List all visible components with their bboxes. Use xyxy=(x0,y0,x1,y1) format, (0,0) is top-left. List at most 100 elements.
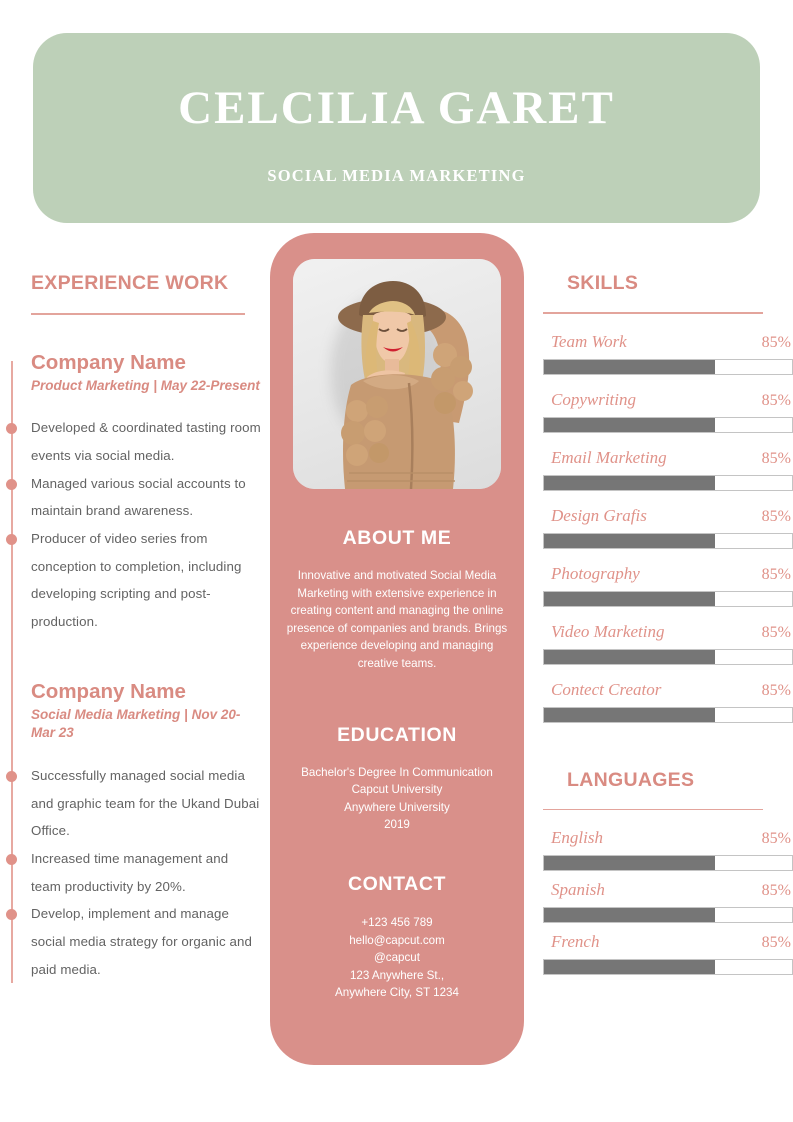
languages-divider xyxy=(543,808,763,810)
skill-meter: Contect Creator 85% xyxy=(543,680,793,723)
skills-section: SKILLS Team Work 85% Copywriting 85% Email M… xyxy=(543,272,793,723)
bullet-dot-icon xyxy=(6,478,17,490)
education-text: Bachelor's Degree In Communication Capcu… xyxy=(301,766,493,832)
meter-name: Spanish xyxy=(551,880,605,899)
bullet-dot-icon xyxy=(6,423,17,435)
languages-list: English 85% Spanish 85% French 85% xyxy=(543,828,793,975)
skill-meter: Design Grafis 85% xyxy=(543,506,793,549)
meter-fill xyxy=(544,707,716,722)
portrait-photo xyxy=(293,259,501,489)
list-item: Successfully managed social media and gr… xyxy=(6,762,262,845)
meter-label-row: Video Marketing 85% xyxy=(543,622,793,642)
bullet-dot-icon xyxy=(6,533,17,545)
meter-fill xyxy=(544,908,716,922)
list-item: Developed & coordinated tasting room eve… xyxy=(6,414,262,469)
meter-name: Email Marketing xyxy=(551,447,667,467)
about-heading: ABOUT ME xyxy=(342,527,452,549)
languages-section: LANGUAGES English 85% Spanish 85% French 85% xyxy=(543,768,793,975)
meter-fill xyxy=(544,533,716,548)
bullet-text: Developed & coordinated tasting room eve… xyxy=(31,420,261,463)
experience-company: Company Name xyxy=(31,679,186,703)
contact-heading: CONTACT xyxy=(347,873,447,895)
bullet-text: Successfully managed social media and gr… xyxy=(31,768,260,839)
meter-label-row: Photography 85% xyxy=(543,564,793,584)
experience-heading: EXPERIENCE WORK xyxy=(31,272,229,294)
languages-heading: LANGUAGES xyxy=(567,768,695,791)
meter-name: Contect Creator xyxy=(551,679,662,699)
meter-name: French xyxy=(551,932,600,951)
list-item: Develop, implement and manage social med… xyxy=(6,900,262,983)
meter-fill xyxy=(544,649,716,664)
education-heading: EDUCATION xyxy=(337,724,457,746)
meter-fill xyxy=(544,475,716,490)
meter-name: Copywriting xyxy=(551,389,637,409)
skill-meter: Photography 85% xyxy=(543,564,793,607)
language-meter: Spanish 85% xyxy=(543,880,793,923)
meter-track xyxy=(543,706,793,723)
skill-meter: Video Marketing 85% xyxy=(543,622,793,665)
skills-list: Team Work 85% Copywriting 85% Email Marketin… xyxy=(543,332,793,723)
skill-meter: Copywriting 85% xyxy=(543,390,793,433)
profile-panel: ABOUT ME Innovative and motivated Social… xyxy=(270,233,524,1065)
experience-entry: Company Name Social Media Marketing | Nov… xyxy=(0,680,262,984)
header-subtitle: SOCIAL MEDIA MARKETING xyxy=(267,165,526,185)
bullet-text: Managed various social accounts to maint… xyxy=(31,475,246,519)
meter-name: Photography xyxy=(551,563,640,583)
meter-track xyxy=(543,474,793,491)
bullet-text: Producer of video series from conception… xyxy=(31,530,242,629)
meter-track xyxy=(543,648,793,665)
bullet-text: Develop, implement and manage social med… xyxy=(31,906,252,977)
experience-bullets: Successfully managed social media and gr… xyxy=(6,762,262,983)
meter-percent: 85% xyxy=(761,934,791,951)
experience-timeline: Company Name Product Marketing | May 22-P… xyxy=(0,351,262,984)
meter-track xyxy=(543,358,793,375)
portrait-illustration xyxy=(338,281,473,489)
about-block: ABOUT ME Innovative and motivated Social… xyxy=(270,527,524,673)
timeline-line xyxy=(11,360,13,984)
experience-section: EXPERIENCE WORK Company Name Product Mark… xyxy=(0,272,262,984)
meter-label-row: Copywriting 85% xyxy=(543,390,793,410)
skills-divider xyxy=(543,312,763,314)
skill-meter: Email Marketing 85% xyxy=(543,448,793,491)
language-meter: French 85% xyxy=(543,932,793,975)
experience-divider xyxy=(31,313,245,315)
bullet-dot-icon xyxy=(6,853,17,865)
meter-fill xyxy=(544,591,716,606)
skill-meter: Team Work 85% xyxy=(543,332,793,375)
meter-percent: 85% xyxy=(761,391,791,409)
contact-text: +123 456 789 hello@capcut.com @capcut 12… xyxy=(335,916,459,1000)
meter-label-row: Team Work 85% xyxy=(543,332,793,352)
meter-name: Team Work xyxy=(551,331,627,351)
experience-meta: Social Media Marketing | Nov 20-Mar 23 xyxy=(31,706,241,741)
meter-track xyxy=(543,907,793,923)
skills-languages-column: SKILLS Team Work 85% Copywriting 85% Email M… xyxy=(543,272,793,975)
contact-block: CONTACT +123 456 789 hello@capcut.com @c… xyxy=(270,873,524,1002)
skills-heading: SKILLS xyxy=(567,272,639,294)
meter-name: English xyxy=(551,828,603,847)
avatar xyxy=(293,259,501,489)
meter-fill xyxy=(544,417,716,432)
meter-label-row: French 85% xyxy=(543,932,793,952)
bullet-dot-icon xyxy=(6,909,17,921)
experience-entry: Company Name Product Marketing | May 22-P… xyxy=(0,351,262,636)
experience-meta: Product Marketing | May 22-Present xyxy=(31,377,260,393)
bullet-dot-icon xyxy=(6,771,17,782)
page-title: CELCILIA GARET xyxy=(178,81,615,134)
experience-company: Company Name xyxy=(31,350,186,374)
meter-name: Design Grafis xyxy=(551,505,647,525)
meter-label-row: Email Marketing 85% xyxy=(543,448,793,468)
list-item: Increased time management and team produ… xyxy=(6,845,262,900)
list-item: Producer of video series from conception… xyxy=(6,525,262,636)
education-block: EDUCATION Bachelor's Degree In Communica… xyxy=(270,724,524,834)
meter-percent: 85% xyxy=(761,623,791,641)
meter-track xyxy=(543,855,793,871)
meter-fill xyxy=(544,359,716,374)
list-item: Managed various social accounts to maint… xyxy=(6,470,262,525)
meter-percent: 85% xyxy=(761,882,791,899)
meter-percent: 85% xyxy=(761,507,791,525)
meter-name: Video Marketing xyxy=(551,621,665,641)
meter-label-row: Spanish 85% xyxy=(543,880,793,900)
meter-percent: 85% xyxy=(761,333,791,351)
meter-fill xyxy=(544,960,716,974)
meter-label-row: Design Grafis 85% xyxy=(543,506,793,526)
